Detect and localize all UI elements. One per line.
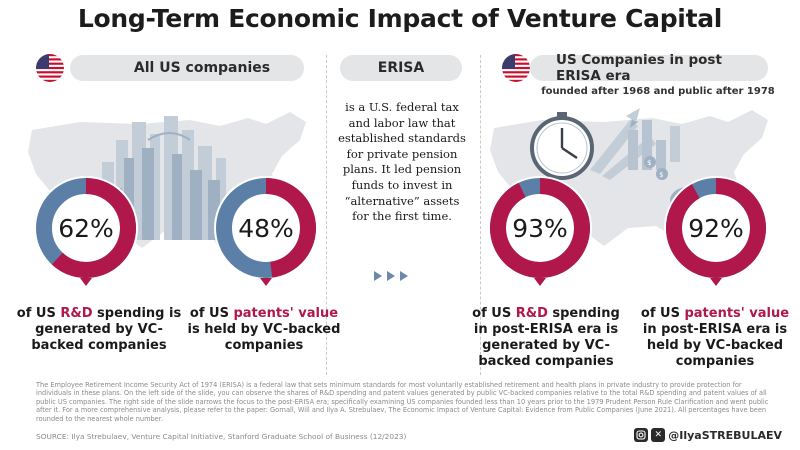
- divider: [326, 55, 327, 375]
- donut-value-label: 62%: [58, 214, 114, 243]
- donut-pointer: [710, 278, 722, 286]
- caption-rnd-post-erisa: of US R&D spending in post-ERISA era is …: [472, 306, 620, 369]
- donut-pointer: [534, 278, 546, 286]
- section-label-all-us: All US companies: [70, 55, 304, 81]
- donut-value-segment: [490, 178, 590, 278]
- donut-value-label: 93%: [512, 214, 568, 243]
- donut-value-segment: [265, 178, 316, 278]
- caption-rnd-all: of US R&D spending is generated by VC-ba…: [16, 306, 182, 353]
- us-flag-icon: [502, 54, 530, 82]
- social-handle-text[interactable]: @IlyaSTREBULAEV: [668, 428, 782, 442]
- section-label-post-erisa: US Companies in post ERISA era: [530, 52, 768, 84]
- section-label-erisa: ERISA: [340, 55, 462, 81]
- caption-patents-all: of US patents' value is held by VC-backe…: [187, 306, 341, 353]
- donut-pointer: [260, 278, 272, 286]
- social-handle[interactable]: ✕ @IlyaSTREBULAEV: [634, 428, 782, 442]
- svg-text:$: $: [659, 171, 663, 179]
- source-line: SOURCE: Ilya Strebulaev, Venture Capital…: [36, 432, 407, 441]
- donut-value-segment: [51, 178, 136, 278]
- page-title: Long-Term Economic Impact of Venture Cap…: [77, 4, 723, 33]
- donut-value-label: 92%: [688, 214, 744, 243]
- donut-value-segment: [666, 178, 766, 278]
- svg-text:$: $: [647, 159, 651, 167]
- us-flag-icon: [36, 54, 64, 82]
- next-arrows-icon: [372, 268, 412, 287]
- donut-value-label: 48%: [238, 214, 294, 243]
- divider: [480, 55, 481, 375]
- donut-pointer: [80, 278, 92, 286]
- post-erisa-subtitle: founded after 1968 and public after 1978: [541, 86, 775, 97]
- instagram-icon[interactable]: [634, 428, 649, 442]
- footnote: The Employee Retirement Income Security …: [36, 381, 769, 423]
- erisa-description: is a U.S. federal tax and labor law that…: [338, 100, 466, 224]
- x-icon[interactable]: ✕: [651, 428, 666, 442]
- caption-patents-post-erisa: of US patents' value in post-ERISA era i…: [640, 306, 790, 369]
